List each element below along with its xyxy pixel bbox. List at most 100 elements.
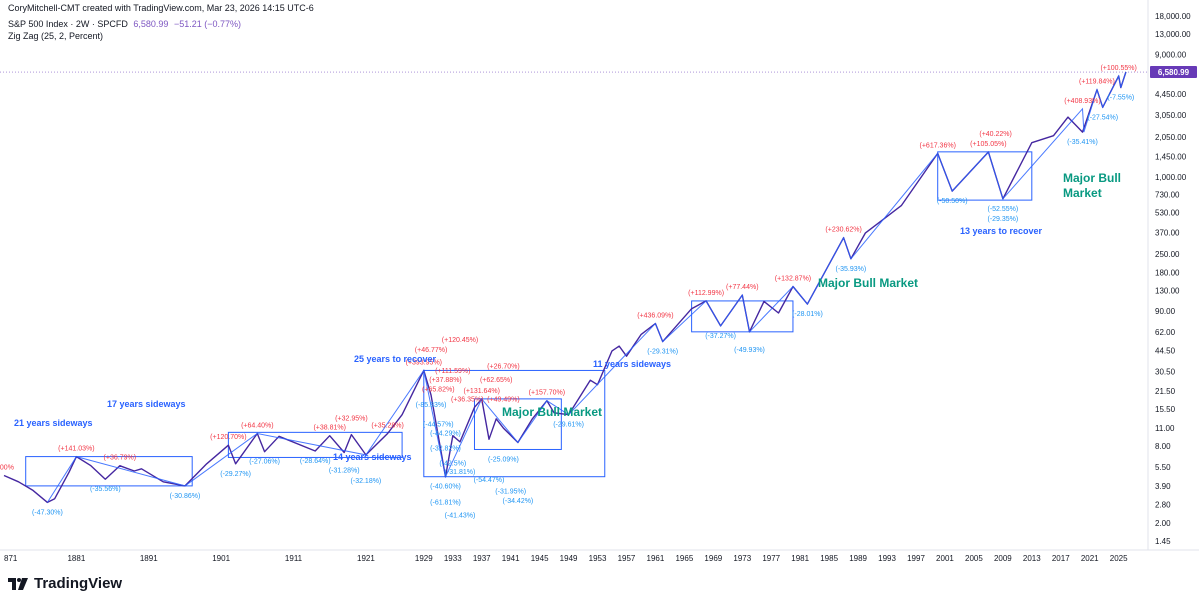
zigzag-label: (+120.70%): [210, 434, 246, 441]
x-tick-label: 1881: [67, 554, 85, 563]
y-tick-label: 4,450.00: [1155, 90, 1187, 99]
tradingview-logo-text: TradingView: [34, 575, 123, 592]
zigzag-label: (-27.54%): [1087, 114, 1118, 121]
x-tick-label: 2013: [1023, 554, 1041, 563]
y-tick-label: 9,000.00: [1155, 51, 1187, 60]
tradingview-logo-icon: [8, 577, 28, 590]
zigzag-label: (-61.81%): [430, 499, 461, 506]
x-tick-label: 871: [4, 554, 18, 563]
zigzag-label: (-85.83%): [416, 402, 447, 409]
zigzag-label: (-54.47%): [474, 477, 505, 484]
zigzag-label: (-32.18%): [351, 478, 382, 485]
zigzag-label: (+40.22%): [979, 131, 1012, 138]
zigzag-label: (+49.49%): [487, 396, 520, 403]
zigzag-label: (+100.55%): [1100, 65, 1136, 72]
chart-annotation: 14 years sideways: [333, 452, 412, 462]
zigzag-label: (+112.99%): [688, 290, 724, 297]
y-tick-label: 530.00: [1155, 208, 1180, 217]
x-tick-label: 1949: [560, 554, 578, 563]
zigzag-label: (-44.57%): [423, 422, 454, 429]
x-tick-label: 1981: [791, 554, 809, 563]
indicator-legend[interactable]: Zig Zag (25, 2, Percent): [8, 31, 104, 41]
x-tick-label: 2001: [936, 554, 954, 563]
y-tick-label: 250.00: [1155, 250, 1180, 259]
y-tick-label: 2,050.00: [1155, 133, 1187, 142]
x-tick-label: 2005: [965, 554, 983, 563]
y-tick-label: 30.50: [1155, 367, 1176, 376]
range-box: [691, 300, 794, 333]
zigzag-label: (+32.95%): [335, 416, 368, 423]
y-tick-label: 90.00: [1155, 307, 1176, 316]
chart-annotation: 25 years to recover: [354, 354, 437, 364]
x-tick-label: 1933: [444, 554, 462, 563]
x-tick-label: 1929: [415, 554, 433, 563]
zigzag-label: (+36.79%): [104, 455, 137, 462]
chart-annotation: 11 years sideways: [593, 359, 671, 369]
x-tick-label: 2017: [1052, 554, 1070, 563]
symbol-name: S&P 500 Index · 2W · SPCFD: [8, 19, 128, 29]
chart-annotation: 17 years sideways: [107, 399, 186, 409]
x-tick-label: 1965: [675, 554, 693, 563]
zigzag-label: (+26.70%): [487, 364, 520, 371]
y-tick-label: 21.50: [1155, 387, 1176, 396]
zigzag-label: (+77.44%): [726, 284, 759, 291]
symbol-legend[interactable]: S&P 500 Index · 2W · SPCFD 6,580.99 −51.…: [8, 19, 241, 29]
x-tick-label: 1969: [704, 554, 722, 563]
chart-annotation: 21 years sideways: [14, 418, 93, 428]
x-tick-label: 1937: [473, 554, 491, 563]
zigzag-label: (+35.28%): [371, 422, 404, 429]
x-tick-label: 1945: [531, 554, 549, 563]
zigzag-line: [46, 71, 1127, 503]
x-tick-label: 1957: [618, 554, 636, 563]
zigzag-label: (-29.61%): [553, 422, 584, 429]
chart-annotation: Major Bull: [1063, 171, 1121, 185]
x-tick-label: 1989: [849, 554, 867, 563]
y-tick-label: 13,000.00: [1155, 30, 1191, 39]
y-tick-label: 1,450.00: [1155, 152, 1187, 161]
y-tick-label: 370.00: [1155, 228, 1180, 237]
y-tick-label: 1.45: [1155, 537, 1171, 546]
x-tick-label: 1977: [762, 554, 780, 563]
zigzag-label: (+111.59%): [435, 368, 470, 375]
zigzag-label: (+230.62%): [825, 227, 861, 234]
chart-annotation: 13 years to recover: [960, 226, 1043, 236]
zigzag-label: (+141.03%): [58, 446, 94, 453]
y-tick-label: 44.50: [1155, 346, 1176, 355]
zigzag-label: (-32.82%): [430, 446, 461, 453]
y-tick-label: 15.50: [1155, 405, 1176, 414]
price-series-line: [3, 71, 1127, 504]
zigzag-label: (+617.36%): [920, 142, 956, 149]
zigzag-label: (+36.35%): [451, 396, 484, 403]
x-tick-label: 2021: [1081, 554, 1099, 563]
x-tick-label: 1941: [502, 554, 520, 563]
zigzag-label: 0.00%: [0, 465, 14, 472]
zigzag-label: (+436.09%): [637, 313, 673, 320]
zigzag-label: (-7.55%): [1107, 95, 1134, 102]
zigzag-label: (-29.35%): [987, 216, 1018, 223]
chart-credit: CoryMitchell-CMT created with TradingVie…: [8, 3, 314, 13]
zigzag-label: (-28.01%): [792, 311, 823, 318]
zigzag-label: (+131.64%): [464, 388, 500, 395]
y-tick-label: 5.50: [1155, 463, 1171, 472]
y-tick-label: 3.90: [1155, 482, 1171, 491]
last-price-badge-label: 6,580.99: [1158, 68, 1190, 77]
x-tick-label: 2025: [1110, 554, 1128, 563]
range-box: [423, 369, 606, 478]
zigzag-label: (-40.60%): [430, 484, 461, 491]
x-tick-label: 1921: [357, 554, 375, 563]
zigzag-label: (-25.09%): [488, 456, 519, 463]
x-tick-label: 2009: [994, 554, 1012, 563]
chart-annotation: Major Bull Market: [502, 405, 602, 419]
zigzag-label: (-28.64%): [300, 458, 331, 465]
y-tick-label: 18,000.00: [1155, 12, 1191, 21]
x-tick-label: 1891: [140, 554, 158, 563]
zigzag-label: (-31.28%): [329, 468, 360, 475]
zigzag-label: (-35.93%): [835, 266, 866, 273]
y-tick-label: 130.00: [1155, 287, 1180, 296]
x-tick-label: 1993: [878, 554, 896, 563]
zigzag-label: (+38.81%): [313, 425, 346, 432]
zigzag-label: (+408.93%): [1064, 98, 1100, 105]
zigzag-label: (+64.40%): [241, 422, 274, 429]
range-box: [473, 398, 562, 450]
